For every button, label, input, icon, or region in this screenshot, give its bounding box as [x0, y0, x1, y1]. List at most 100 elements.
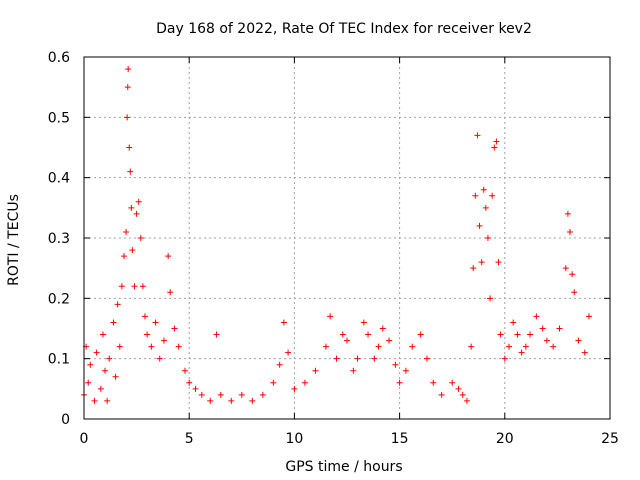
data-point: [114, 301, 121, 308]
data-point: [126, 144, 133, 151]
data-point: [186, 379, 193, 386]
chart-title: Day 168 of 2022, Rate Of TEC Index for r…: [156, 21, 532, 37]
data-point: [463, 397, 470, 404]
data-point: [125, 66, 132, 73]
data-point: [116, 343, 123, 350]
data-point: [142, 313, 149, 320]
data-point: [213, 331, 220, 338]
data-point: [567, 228, 574, 235]
data-point: [350, 367, 357, 374]
data-point: [133, 210, 140, 217]
data-point: [120, 253, 127, 260]
data-point: [518, 349, 525, 356]
data-point: [402, 367, 409, 374]
y-tick-label: 0.2: [48, 291, 70, 307]
x-tick-label: 0: [80, 431, 89, 447]
data-point: [522, 343, 529, 350]
data-point: [417, 331, 424, 338]
data-point: [112, 373, 119, 380]
data-point: [249, 397, 256, 404]
data-point: [354, 355, 361, 362]
y-tick-label: 0.3: [48, 231, 70, 247]
data-point: [474, 132, 481, 139]
data-point: [506, 343, 513, 350]
data-point: [129, 247, 136, 254]
data-point: [181, 367, 188, 374]
data-point: [85, 379, 92, 386]
data-point: [581, 349, 588, 356]
data-point: [449, 379, 456, 386]
data-point: [135, 198, 142, 205]
data-point: [571, 289, 578, 296]
data-point: [106, 355, 113, 362]
data-point: [344, 337, 350, 344]
data-point: [280, 319, 287, 326]
y-tick-label: 0.5: [48, 110, 70, 126]
data-point: [118, 283, 125, 290]
data-point: [489, 192, 496, 199]
data-point: [487, 295, 494, 302]
data-point: [99, 331, 106, 338]
data-point: [207, 397, 214, 404]
data-point: [124, 114, 131, 121]
data-point: [291, 385, 298, 392]
data-point: [470, 265, 477, 272]
data-point: [396, 379, 403, 386]
data-point: [152, 319, 159, 326]
data-point: [371, 355, 378, 362]
data-point: [562, 265, 569, 272]
data-point: [375, 343, 382, 350]
data-point: [131, 283, 138, 290]
data-point: [228, 397, 235, 404]
data-point: [556, 325, 563, 332]
data-point: [93, 349, 100, 356]
y-tick-labels: 0 0.1 0.2 0.3 0.4 0.5 0.6: [48, 50, 70, 428]
data-point: [87, 361, 94, 368]
data-point: [491, 144, 498, 151]
data-point: [501, 355, 508, 362]
data-point: [104, 397, 111, 404]
data-point: [322, 343, 329, 350]
data-point: [480, 186, 487, 193]
data-point: [543, 337, 550, 344]
y-axis-label: ROTI / TECUs: [6, 194, 22, 286]
data-point: [472, 192, 479, 199]
data-point: [585, 313, 592, 320]
data-point: [409, 343, 416, 350]
y-tick-label: 0.1: [48, 352, 70, 368]
data-point: [160, 337, 167, 344]
x-tick-labels: 0 5 10 15 20 25: [80, 431, 619, 447]
x-axis-label: GPS time / hours: [285, 459, 402, 475]
data-point: [91, 397, 98, 404]
data-point: [497, 331, 504, 338]
data-point: [569, 271, 576, 278]
data-point: [430, 379, 437, 386]
data-point: [468, 343, 475, 350]
data-point: [148, 343, 155, 350]
data-point: [175, 343, 182, 350]
data-point: [360, 319, 367, 326]
data-point: [482, 204, 489, 211]
data-point: [478, 259, 485, 266]
data-point: [171, 325, 178, 332]
data-point: [276, 361, 283, 368]
data-point: [493, 138, 500, 145]
data-point: [533, 313, 540, 320]
axis-ticks: [83, 56, 611, 420]
data-point: [167, 289, 174, 296]
data-point: [386, 337, 393, 344]
data-point: [102, 367, 109, 374]
data-point: [127, 168, 134, 175]
data-point: [327, 313, 334, 320]
data-point: [550, 343, 557, 350]
data-point: [238, 391, 245, 398]
x-tick-label: 25: [601, 431, 619, 447]
data-point: [564, 210, 571, 217]
data-point: [217, 391, 224, 398]
data-point: [270, 379, 277, 386]
data-point: [124, 84, 131, 91]
data-point: [455, 385, 462, 392]
x-tick-label: 20: [496, 431, 514, 447]
